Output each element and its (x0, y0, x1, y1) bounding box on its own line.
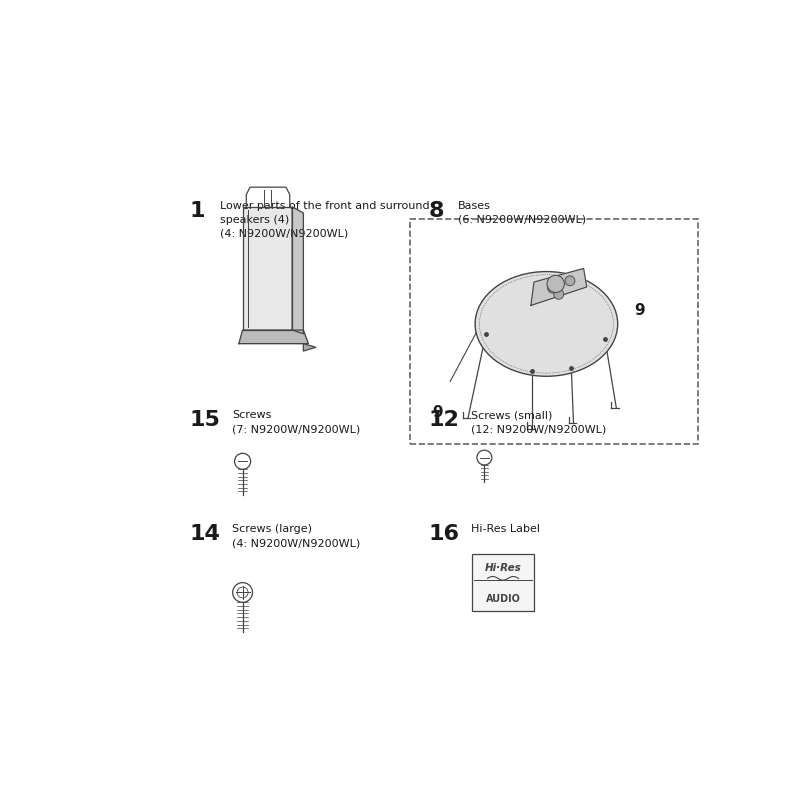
Circle shape (565, 276, 575, 286)
Polygon shape (531, 269, 586, 306)
Text: 1: 1 (190, 201, 206, 221)
Text: Screws (large)
(4: N9200W/N9200WL): Screws (large) (4: N9200W/N9200WL) (232, 524, 360, 548)
Text: Hi-Res Label: Hi-Res Label (470, 524, 540, 534)
Text: 9: 9 (433, 406, 443, 421)
Polygon shape (239, 330, 308, 344)
Circle shape (554, 290, 564, 299)
Text: 8: 8 (429, 201, 444, 221)
Bar (472, 554, 534, 611)
Text: 15: 15 (190, 410, 221, 430)
Polygon shape (292, 207, 303, 334)
Polygon shape (303, 344, 316, 351)
Ellipse shape (475, 271, 618, 376)
Text: Hi·Res: Hi·Res (485, 563, 522, 573)
Text: Bases
(6: N9200W/N9200WL): Bases (6: N9200W/N9200WL) (458, 201, 586, 225)
Text: Screws
(7: N9200W/N9200WL): Screws (7: N9200W/N9200WL) (232, 410, 360, 434)
Text: 14: 14 (190, 524, 221, 544)
Bar (410, 219, 698, 444)
Circle shape (547, 275, 564, 293)
Text: 16: 16 (429, 524, 459, 544)
Text: 12: 12 (429, 410, 459, 430)
Circle shape (548, 283, 558, 293)
Polygon shape (242, 207, 292, 330)
Text: Screws (small)
(12: N9200W/N9200WL): Screws (small) (12: N9200W/N9200WL) (470, 410, 606, 434)
Text: 9: 9 (634, 303, 645, 318)
Text: Lower parts of the front and surround
speakers (4)
(4: N9200W/N9200WL): Lower parts of the front and surround sp… (220, 201, 430, 238)
Text: AUDIO: AUDIO (486, 594, 521, 604)
